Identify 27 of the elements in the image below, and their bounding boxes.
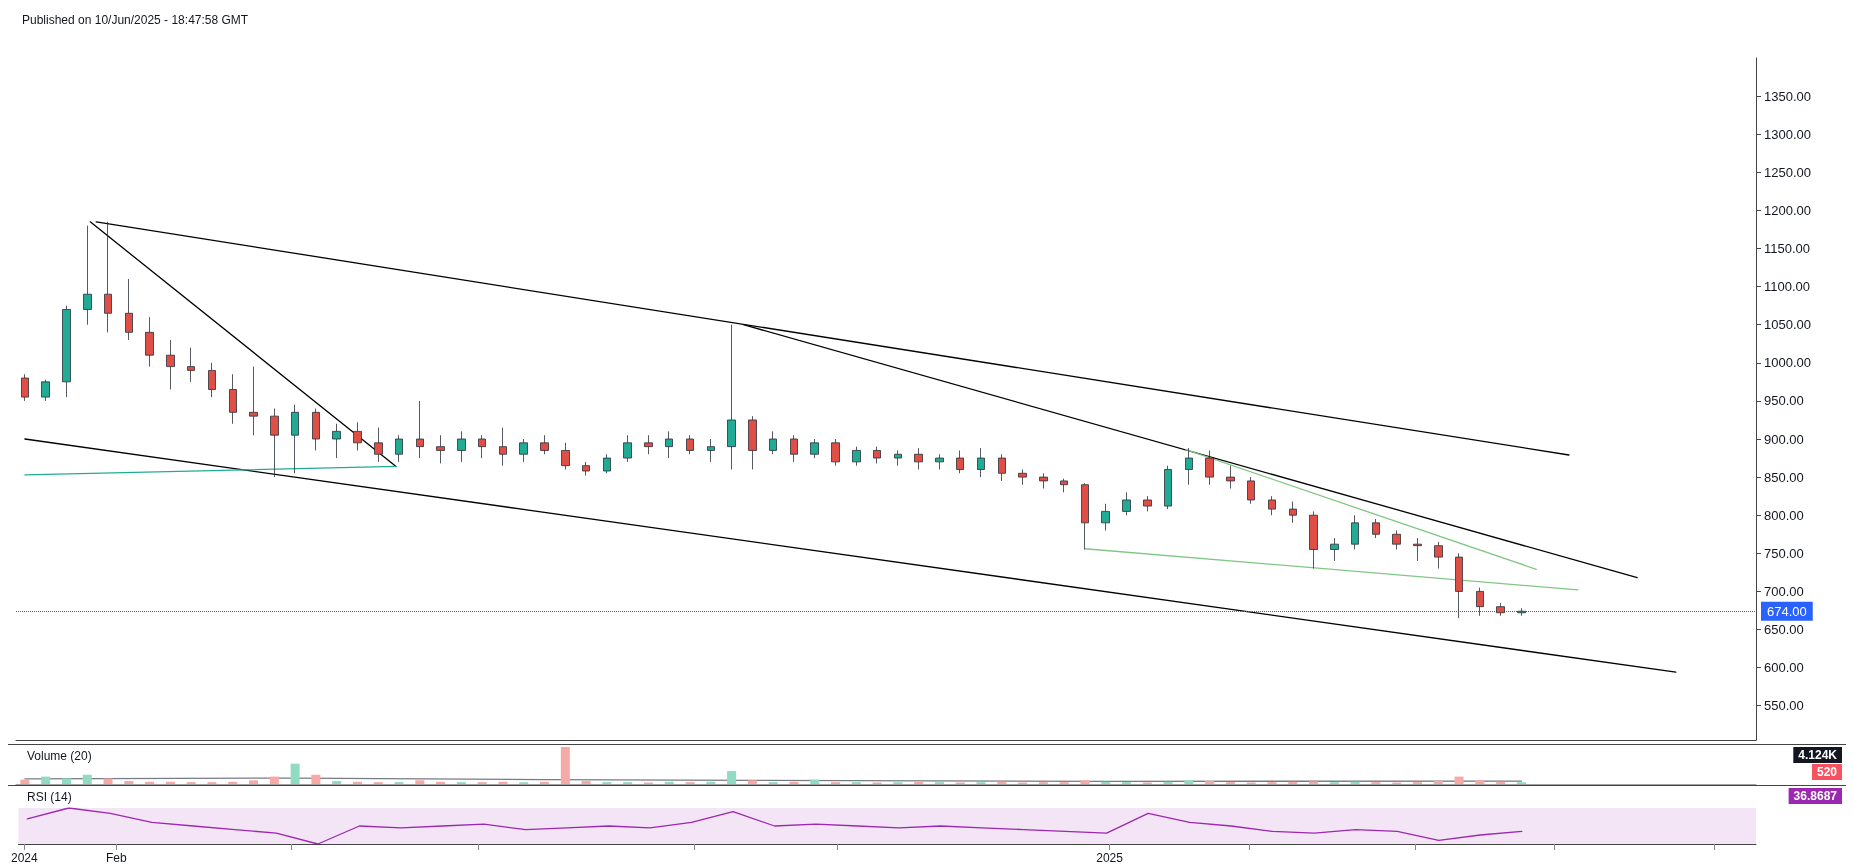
y-tick-label: 1350.00 <box>1764 88 1811 104</box>
y-tick-label: 1050.00 <box>1764 317 1811 333</box>
annotation: Volume (20) <box>27 749 92 763</box>
y-tick-label: 1000.00 <box>1764 355 1811 371</box>
x-tick-label: 2024 <box>11 851 39 865</box>
y-tick-label: 1250.00 <box>1764 164 1811 180</box>
y-tick-label: 650.00 <box>1764 622 1804 638</box>
y-tick-label: 1200.00 <box>1764 202 1811 218</box>
y-tick-label: 750.00 <box>1764 545 1804 561</box>
y-tick-label: 1100.00 <box>1764 279 1811 295</box>
y-tick-label: 700.00 <box>1764 583 1804 599</box>
x-tick-label: 2025 <box>1096 851 1124 865</box>
y-tick-label: 800.00 <box>1764 507 1804 523</box>
chart-subtitle: Published on 10/Jun/2025 - 18:47:58 GMT <box>22 13 249 27</box>
y-tick-label: 600.00 <box>1764 660 1804 676</box>
ref-line-label: 674.00 <box>1767 603 1807 619</box>
y-tick-label: 1150.00 <box>1764 241 1811 256</box>
x-tick-label: Feb <box>105 851 127 865</box>
y-tick-label: 1300.00 <box>1764 126 1811 142</box>
y-tick-label: 900.00 <box>1764 431 1804 447</box>
text: RSI (14) <box>27 790 72 804</box>
text: 36.8687 <box>1793 789 1838 803</box>
y-tick-label: 950.00 <box>1764 393 1804 409</box>
text: 520 <box>1816 765 1838 779</box>
y-tick-label: 550.00 <box>1764 698 1804 714</box>
text: 4.124K <box>1798 748 1838 762</box>
y-tick-label: 850.00 <box>1764 469 1804 485</box>
